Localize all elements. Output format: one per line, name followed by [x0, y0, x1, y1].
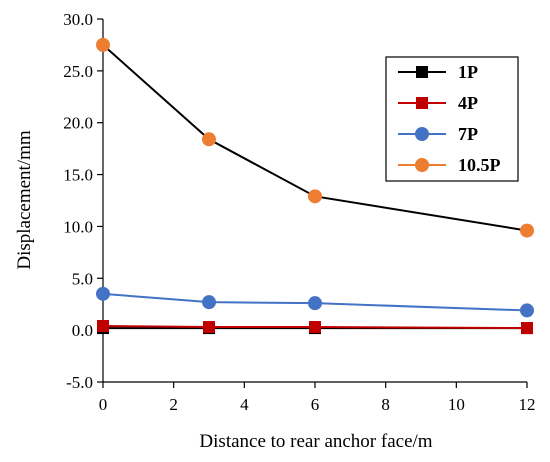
series-2 — [97, 319, 533, 335]
axes: -5.0 0.0 5.0 10.0 15.0 20.0 25.0 30.0 0 2 4 6 8 10 12 — [63, 10, 535, 414]
series-line — [102, 324, 528, 330]
x-tick-label: 10 — [448, 395, 465, 414]
data-point — [308, 189, 322, 204]
y-tick-label: -5.0 — [66, 373, 93, 392]
data-point — [96, 37, 110, 52]
legend: 1P 4P 7P 10.5P — [385, 56, 519, 182]
x-tick-label: 0 — [99, 395, 108, 414]
data-point — [97, 319, 109, 332]
series-4 — [96, 37, 534, 238]
x-tick-label: 2 — [169, 395, 178, 414]
legend-marker — [415, 127, 429, 141]
legend-label: 1P — [458, 62, 478, 82]
series-3 — [96, 286, 534, 318]
data-point — [521, 322, 533, 335]
data-point — [308, 296, 322, 311]
data-point — [520, 303, 534, 318]
legend-label: 7P — [458, 124, 478, 144]
x-tick-label: 4 — [240, 395, 249, 414]
y-tick-label: 10.0 — [63, 217, 93, 236]
y-tick-label: 30.0 — [63, 10, 93, 29]
y-tick-label: 20.0 — [63, 114, 93, 133]
legend-marker — [415, 158, 429, 172]
data-point — [309, 321, 321, 334]
y-tick-label: 15.0 — [63, 166, 93, 185]
data-point — [203, 321, 215, 334]
legend-label: 4P — [458, 93, 478, 113]
y-axis-title: Displacement/mm — [14, 130, 35, 270]
legend-label: 10.5P — [458, 155, 501, 175]
x-tick-label: 6 — [311, 395, 320, 414]
legend-box — [385, 56, 519, 182]
series-layer — [96, 37, 534, 335]
series-line — [102, 44, 528, 232]
data-point — [202, 295, 216, 310]
y-tick-label: 5.0 — [72, 269, 93, 288]
y-tick-label: 25.0 — [63, 62, 93, 81]
x-tick-label: 12 — [519, 395, 536, 414]
y-tick-label: 0.0 — [72, 321, 93, 340]
data-point — [202, 132, 216, 147]
data-point — [96, 286, 110, 301]
legend-marker — [416, 66, 428, 78]
legend-marker — [416, 97, 428, 109]
data-point — [520, 223, 534, 238]
x-axis-title: Distance to rear anchor face/m — [199, 431, 432, 452]
x-tick-label: 8 — [381, 395, 390, 414]
series-line — [102, 292, 528, 312]
